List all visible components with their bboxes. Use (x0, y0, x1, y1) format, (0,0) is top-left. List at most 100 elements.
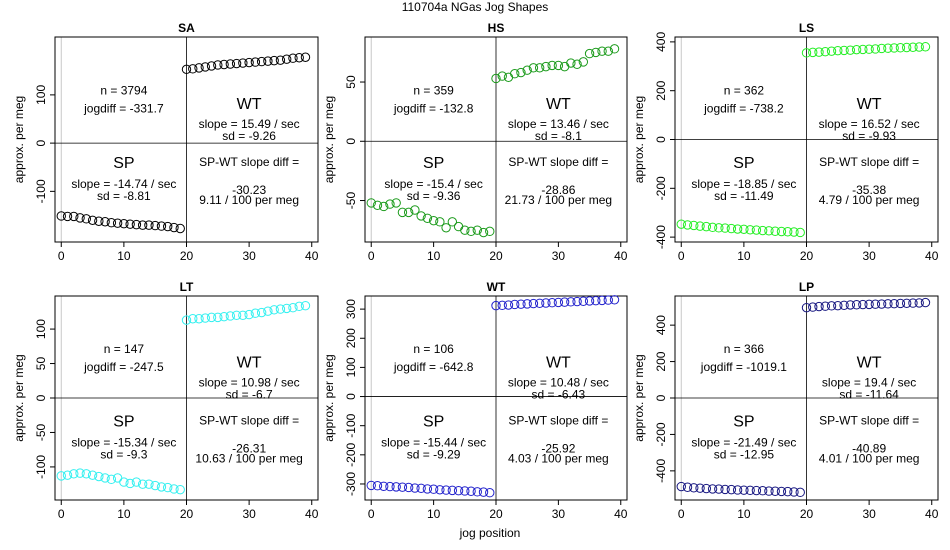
data-point (745, 225, 755, 235)
data-point (81, 214, 92, 224)
panel-lt: LT 0 10 20 30 40 -100 -50 0 50 100 approx. per meg n… (12, 280, 319, 521)
x-tick-label: 40 (614, 507, 628, 521)
data-point (447, 485, 458, 496)
data-point (534, 63, 545, 73)
data-point (510, 299, 520, 310)
slope-diff-normalized: 21.73 / 100 per meg (505, 193, 612, 207)
x-tick-label: 40 (925, 507, 939, 521)
data-point (385, 199, 395, 209)
data-point (137, 479, 148, 489)
data-point (814, 301, 824, 312)
x-tick-label: 10 (737, 249, 751, 263)
y-tick-label: 0 (34, 394, 48, 401)
data-point (416, 211, 426, 221)
data-point (200, 62, 210, 72)
sp-sd: sd = -8.81 (97, 189, 151, 203)
stat-jogdiff: jogdiff = -331.7 (83, 101, 164, 115)
sp-slope: slope = -15.44 / sec (381, 436, 486, 450)
data-point (553, 297, 564, 308)
data-point (150, 480, 160, 491)
data-point (845, 300, 856, 310)
wt-label: WT (546, 354, 571, 371)
x-tick-label: 30 (862, 249, 876, 263)
data-point (453, 221, 464, 232)
data-point (403, 207, 414, 218)
sp-label: SP (113, 155, 134, 172)
data-point (206, 312, 217, 323)
y-tick-label: 0 (654, 394, 668, 401)
wt-slope: slope = 16.52 / sec (819, 117, 920, 131)
data-point (62, 211, 73, 222)
data-point (547, 60, 557, 71)
data-point (839, 45, 849, 56)
panel-title: WT (487, 280, 506, 294)
data-point (250, 308, 261, 318)
data-point (269, 55, 279, 66)
x-tick-label: 30 (552, 249, 566, 263)
data-point (497, 71, 507, 81)
y-tick-label: 50 (344, 75, 358, 89)
data-point (726, 484, 737, 495)
data-point (883, 299, 893, 309)
wt-slope: slope = 15.49 / sec (199, 117, 300, 131)
data-point (510, 69, 520, 79)
y-tick-label: 0 (34, 139, 48, 146)
sp-sd: sd = -9.3 (100, 448, 147, 462)
y-tick-label: -300 (344, 472, 358, 496)
data-point (541, 61, 551, 72)
data-point (478, 487, 489, 497)
data-point (200, 313, 210, 323)
data-point (757, 486, 768, 496)
data-point (732, 224, 743, 234)
data-point (826, 46, 837, 56)
data-point (876, 299, 887, 309)
x-tick-label: 20 (180, 507, 194, 521)
data-point (94, 471, 104, 482)
x-tick-label: 20 (800, 507, 814, 521)
data-point (156, 221, 167, 231)
wt-label: WT (857, 354, 882, 371)
y-tick-label: 300 (344, 299, 358, 319)
sp-label: SP (423, 155, 444, 172)
data-point (603, 46, 613, 56)
data-point (366, 198, 376, 208)
x-tick-label: 10 (117, 249, 131, 263)
sp-slope: slope = -21.49 / sec (691, 436, 796, 450)
wt-sd: sd = -9.93 (842, 129, 896, 143)
x-tick-label: 0 (678, 507, 685, 521)
data-point (150, 220, 160, 231)
data-point (751, 485, 762, 496)
x-tick-label: 0 (368, 507, 375, 521)
x-tick-label: 0 (368, 249, 375, 263)
data-point (541, 298, 551, 308)
data-point (466, 486, 476, 496)
data-point (119, 218, 129, 229)
data-point (137, 220, 148, 230)
data-point (219, 311, 229, 322)
slope-diff-normalized: 9.11 / 100 per meg (199, 193, 299, 207)
data-point (908, 42, 918, 52)
data-point (707, 484, 718, 494)
data-point (676, 219, 686, 229)
panel-title: HS (488, 21, 505, 35)
data-point (379, 481, 389, 492)
x-tick-label: 20 (489, 507, 503, 521)
data-point (181, 64, 192, 75)
slope-diff-title: SP-WT slope diff = (819, 155, 919, 169)
data-point (288, 53, 298, 63)
data-point (870, 299, 881, 309)
data-point (707, 222, 718, 233)
data-point (188, 314, 198, 324)
x-tick-label: 40 (925, 249, 939, 263)
data-point (441, 485, 451, 495)
data-point (714, 484, 724, 494)
data-point (801, 302, 812, 313)
panel-lp: LP 0 10 20 30 40 -400 -200 0 200 400 approx. per me… (632, 280, 939, 521)
data-point (213, 60, 223, 70)
data-point (206, 61, 217, 71)
slope-diff-value: -28.86 (541, 183, 575, 197)
data-point (75, 468, 85, 478)
data-point (391, 198, 401, 208)
data-point (783, 227, 793, 237)
